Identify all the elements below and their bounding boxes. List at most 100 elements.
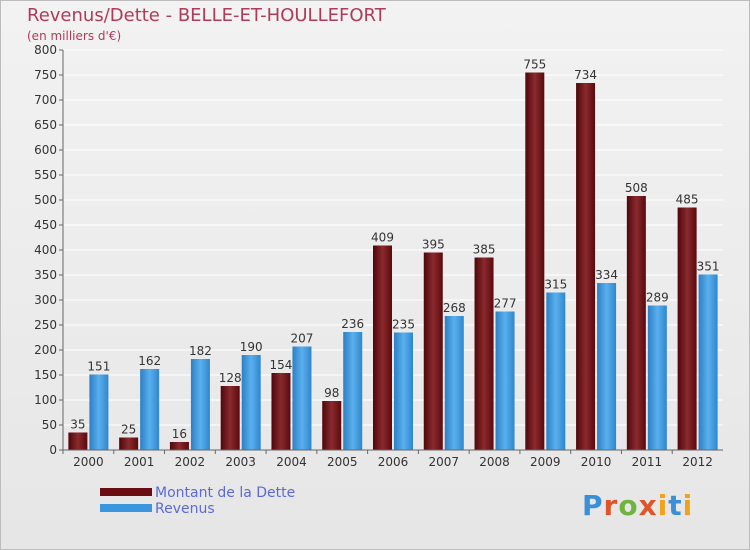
y-tick-label: 100 bbox=[34, 393, 57, 407]
y-tick-label: 200 bbox=[34, 343, 57, 357]
data-label-debt-2005: 98 bbox=[324, 386, 339, 400]
grid-layer bbox=[63, 49, 723, 451]
bar-revenue-2009 bbox=[546, 292, 566, 450]
y-tick-label: 600 bbox=[34, 143, 57, 157]
x-tick-label: 2006 bbox=[378, 455, 409, 469]
bar-debt-2008 bbox=[474, 257, 494, 450]
data-label-debt-2004: 154 bbox=[270, 358, 293, 372]
data-label-debt-2010: 734 bbox=[574, 68, 597, 82]
data-label-revenue-2000: 151 bbox=[87, 360, 110, 374]
bar-debt-2009 bbox=[525, 72, 545, 450]
y-tick-label: 750 bbox=[34, 68, 57, 82]
bar-revenue-2006 bbox=[394, 332, 413, 450]
data-label-revenue-2012: 351 bbox=[697, 260, 720, 274]
logo-letter: o bbox=[618, 489, 639, 522]
data-label-revenue-2004: 207 bbox=[291, 332, 314, 346]
data-label-debt-2007: 395 bbox=[422, 238, 445, 252]
bar-revenue-2002 bbox=[190, 359, 210, 450]
logo-letter: x bbox=[638, 489, 658, 522]
bar-debt-2012 bbox=[677, 207, 697, 450]
bar-debt-2001 bbox=[119, 437, 139, 450]
x-tick-label: 2011 bbox=[632, 455, 663, 469]
bar-revenue-2001 bbox=[140, 369, 160, 450]
logo-letter: t bbox=[668, 489, 683, 522]
y-tick-label: 150 bbox=[34, 368, 57, 382]
logo-letter: i bbox=[657, 489, 669, 522]
bar-revenue-2008 bbox=[495, 311, 515, 450]
bar-revenue-2004 bbox=[292, 346, 312, 450]
data-label-revenue-2007: 268 bbox=[443, 301, 466, 315]
legend-swatch-revenue bbox=[100, 504, 152, 512]
axis-layer: 0 50 100 150 200 250 300 350 400 450 500 550 600 650 7… bbox=[34, 43, 723, 469]
data-label-debt-2012: 485 bbox=[676, 193, 699, 207]
y-tick-label: 50 bbox=[42, 418, 57, 432]
chart-title: Revenus/Dette - BELLE-ET-HOULLEFORT bbox=[27, 5, 386, 26]
legend-swatch-debt bbox=[100, 488, 152, 496]
x-tick-label: 2005 bbox=[327, 455, 358, 469]
chart-subtitle: (en milliers d'€) bbox=[27, 29, 122, 43]
bar-debt-2005 bbox=[322, 401, 342, 450]
data-label-revenue-2003: 190 bbox=[240, 340, 263, 354]
y-tick-label: 550 bbox=[34, 168, 57, 182]
x-tick-label: 2001 bbox=[124, 455, 155, 469]
bar-debt-2000 bbox=[68, 432, 88, 450]
x-tick-label: 2004 bbox=[276, 455, 307, 469]
bar-revenue-2012 bbox=[698, 274, 718, 450]
y-tick-label: 400 bbox=[34, 243, 57, 257]
proxiti-logo: Proxiti bbox=[582, 489, 693, 522]
bar-debt-2002 bbox=[169, 442, 189, 450]
data-label-debt-2011: 508 bbox=[625, 181, 648, 195]
y-tick-label: 0 bbox=[49, 443, 57, 457]
x-tick-label: 2010 bbox=[581, 455, 612, 469]
y-tick-label: 800 bbox=[34, 43, 57, 57]
x-tick-label: 2003 bbox=[225, 455, 256, 469]
bar-revenue-2007 bbox=[444, 316, 464, 450]
x-tick-label: 2009 bbox=[530, 455, 561, 469]
x-tick-label: 2000 bbox=[73, 455, 104, 469]
bar-debt-2007 bbox=[423, 252, 443, 450]
x-tick-label: 2012 bbox=[682, 455, 713, 469]
y-tick-label: 700 bbox=[34, 93, 57, 107]
x-tick-label: 2002 bbox=[175, 455, 206, 469]
bar-debt-2010 bbox=[576, 83, 596, 450]
data-label-revenue-2001: 162 bbox=[138, 354, 161, 368]
y-tick-label: 500 bbox=[34, 193, 57, 207]
data-label-debt-2000: 35 bbox=[70, 418, 85, 432]
bar-revenue-2003 bbox=[241, 355, 261, 450]
data-label-debt-2009: 755 bbox=[523, 58, 546, 72]
data-label-revenue-2011: 289 bbox=[646, 291, 669, 305]
data-label-debt-2006: 409 bbox=[371, 231, 394, 245]
data-label-debt-2003: 128 bbox=[219, 371, 242, 385]
bar-debt-2006 bbox=[373, 245, 392, 450]
data-label-debt-2002: 16 bbox=[172, 427, 187, 441]
data-label-revenue-2008: 277 bbox=[494, 297, 517, 311]
x-tick-label: 2007 bbox=[428, 455, 459, 469]
x-tick-label: 2008 bbox=[479, 455, 510, 469]
y-tick-label: 250 bbox=[34, 318, 57, 332]
data-label-revenue-2002: 182 bbox=[189, 344, 212, 358]
data-label-revenue-2006: 235 bbox=[392, 318, 415, 332]
y-tick-label: 650 bbox=[34, 118, 57, 132]
data-label-revenue-2010: 334 bbox=[595, 268, 618, 282]
y-tick-label: 450 bbox=[34, 218, 57, 232]
bar-debt-2003 bbox=[220, 386, 240, 450]
bar-revenue-2011 bbox=[647, 305, 667, 450]
bar-debt-2004 bbox=[271, 373, 291, 450]
bar-revenue-2000 bbox=[89, 374, 109, 450]
data-label-debt-2001: 25 bbox=[121, 423, 136, 437]
data-label-debt-2008: 385 bbox=[473, 243, 496, 257]
logo-letter: r bbox=[603, 489, 619, 522]
legend-label-debt: Montant de la Dette bbox=[155, 485, 296, 501]
bar-layer: 35 151 25 162 16 182 128 190 154 207 98 236 409 235 39… bbox=[68, 58, 720, 450]
bar-revenue-2005 bbox=[343, 332, 363, 450]
bar-revenue-2010 bbox=[597, 283, 617, 450]
data-label-revenue-2009: 315 bbox=[544, 278, 567, 292]
bar-debt-2011 bbox=[626, 196, 646, 450]
data-label-revenue-2005: 236 bbox=[341, 317, 364, 331]
logo-letter: i bbox=[682, 489, 694, 522]
legend-label-revenue: Revenus bbox=[155, 501, 215, 517]
y-tick-label: 350 bbox=[34, 268, 57, 282]
logo-letter: P bbox=[582, 489, 604, 522]
y-tick-label: 300 bbox=[34, 293, 57, 307]
